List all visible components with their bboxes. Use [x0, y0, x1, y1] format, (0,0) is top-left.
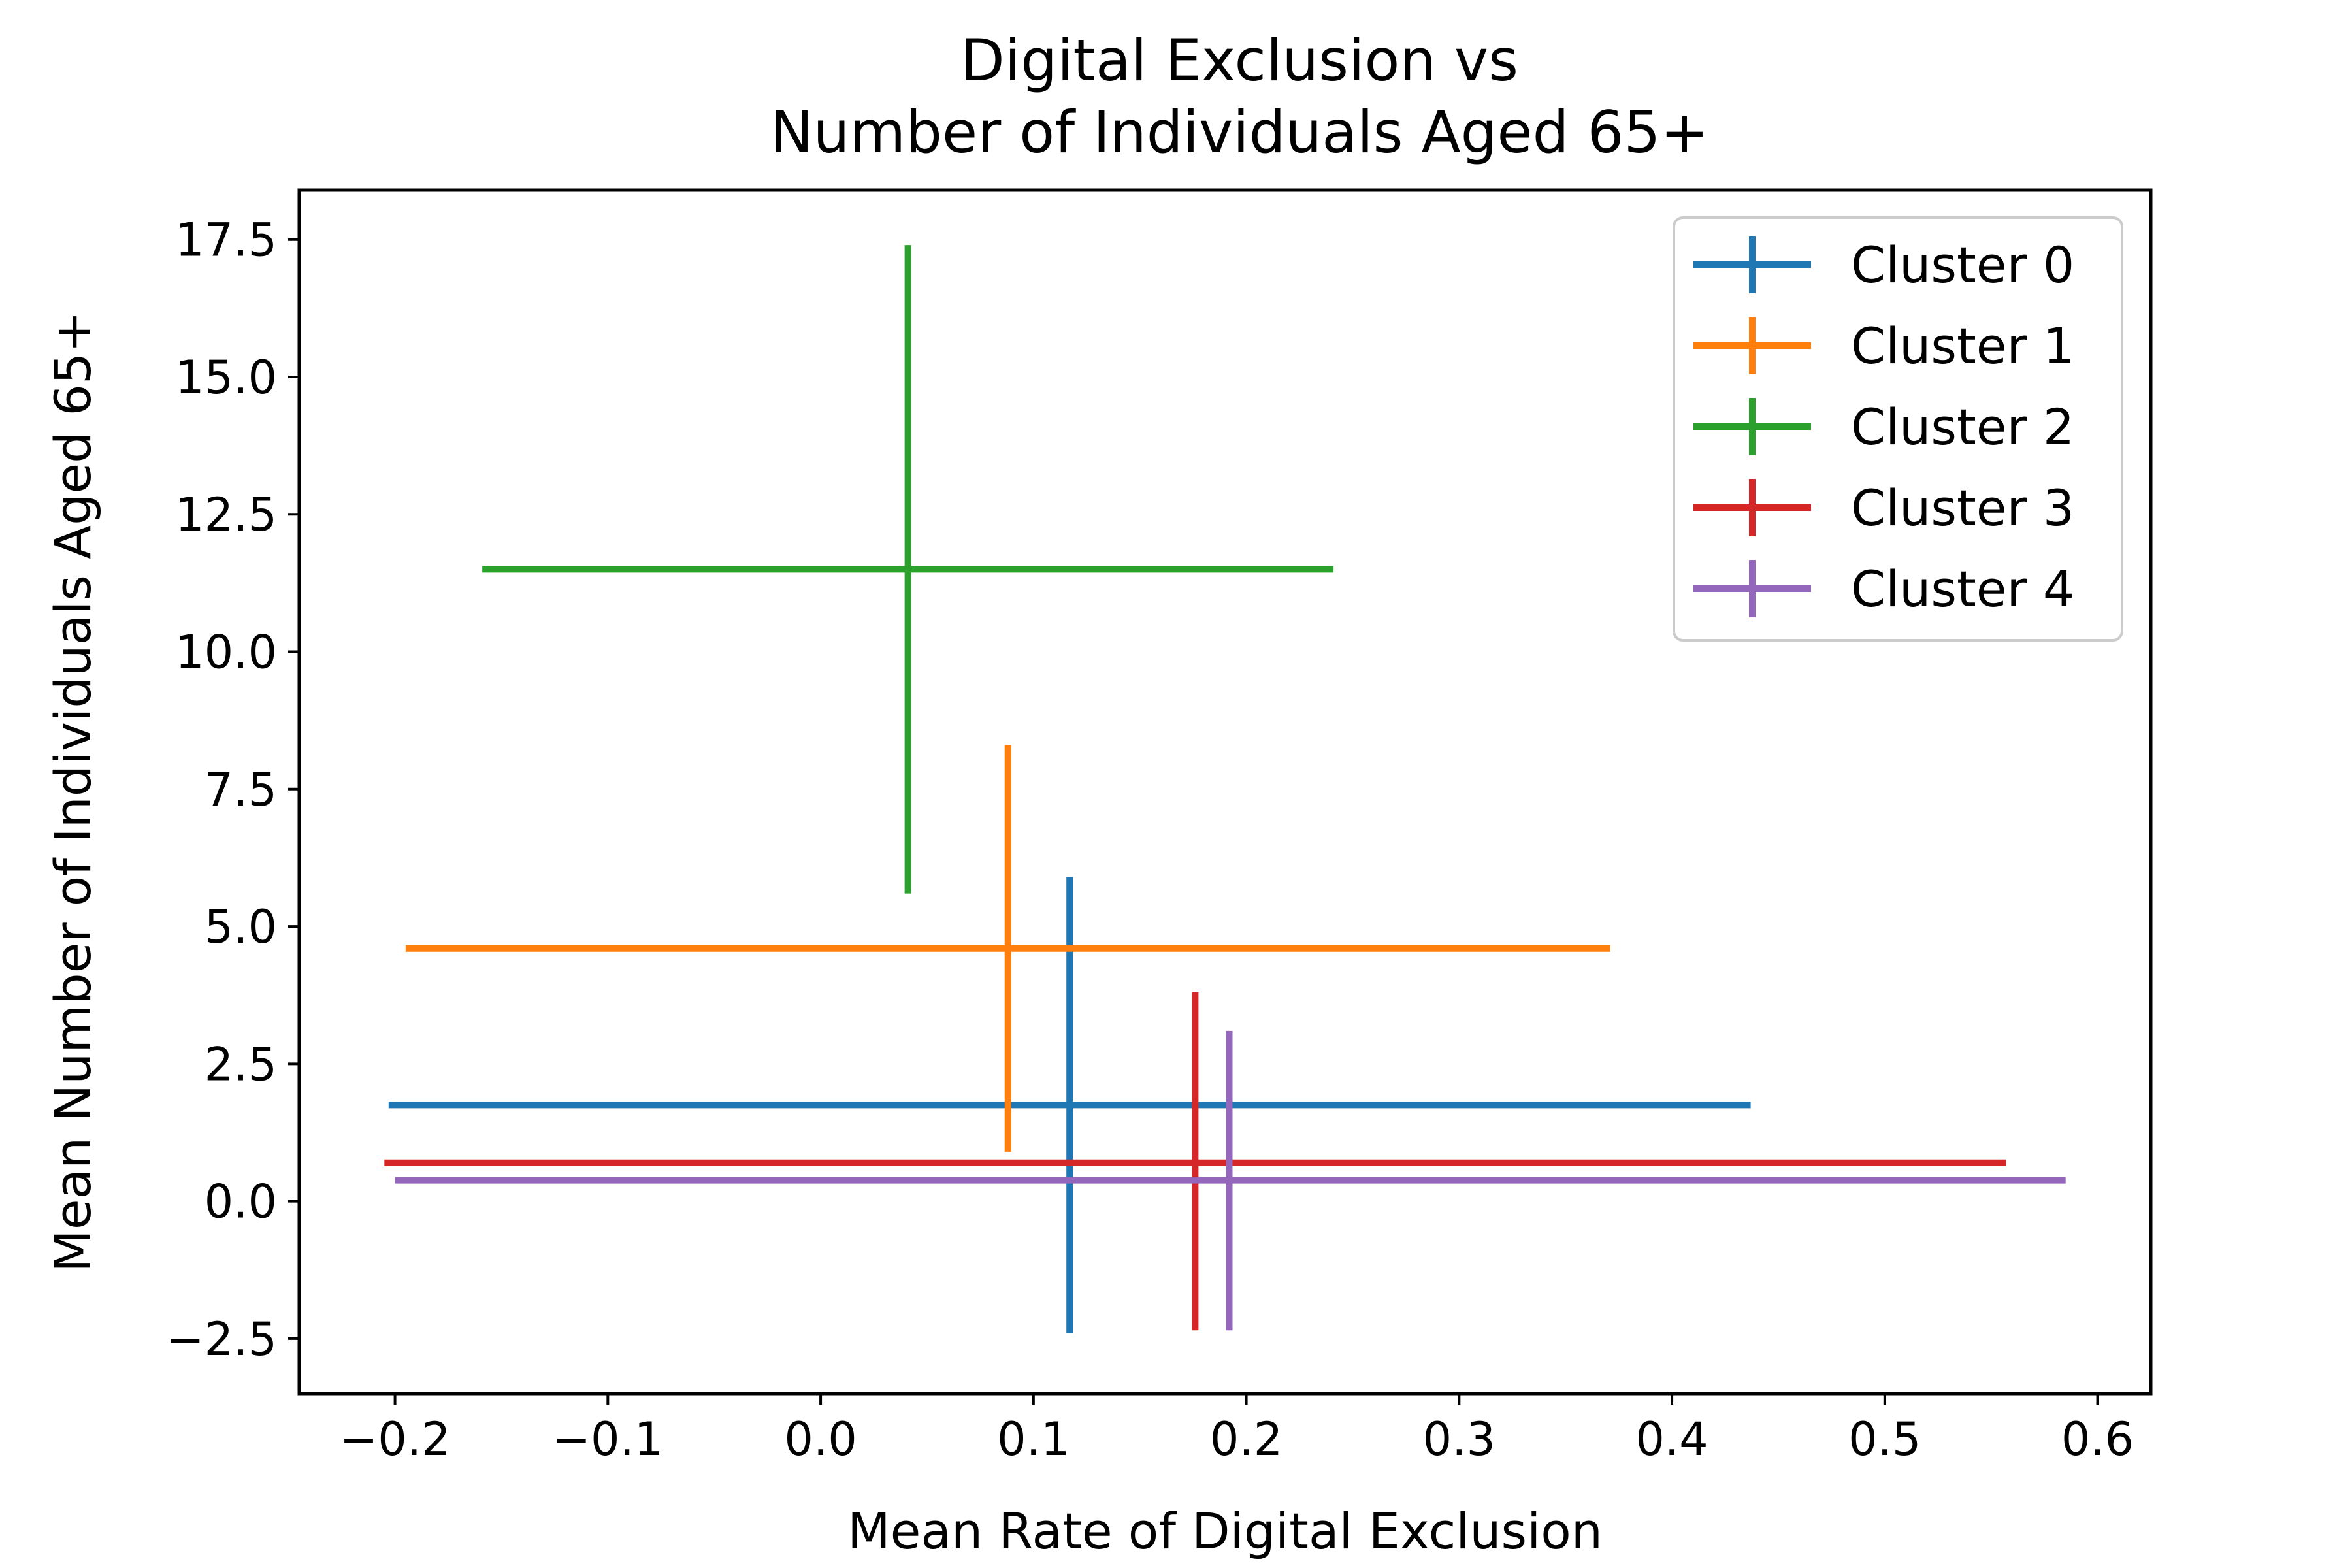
errorbar-cluster-4	[395, 1030, 2066, 1331]
legend-item: Cluster 1	[1693, 317, 2074, 375]
legend-box	[1673, 216, 2123, 642]
plot-area	[384, 245, 2066, 1333]
x-tick-label: 0.2	[1210, 1413, 1282, 1466]
x-tick-label: 0.5	[1848, 1413, 1921, 1466]
legend: Cluster 0 Cluster 1 Cluster 2 Cluster 3 Clus…	[1673, 216, 2123, 642]
y-tick-label: 10.0	[175, 626, 277, 679]
errorbar-cluster-2	[482, 245, 1334, 894]
legend-label: Cluster 3	[1851, 479, 2074, 537]
legend-label: Cluster 2	[1851, 398, 2074, 456]
errorbar-cluster-3	[384, 992, 2006, 1331]
errorbar-cluster-0	[388, 877, 1751, 1333]
y-tick-label: 2.5	[204, 1037, 277, 1091]
y-tick-label: 17.5	[175, 214, 277, 267]
y-tick-label: 5.0	[204, 900, 277, 954]
legend-label: Cluster 4	[1851, 560, 2074, 618]
y-tick-label: 15.0	[175, 351, 277, 404]
legend-item: Cluster 4	[1693, 560, 2074, 618]
x-tick-label: −0.2	[340, 1413, 451, 1466]
y-tick-label: 7.5	[204, 763, 277, 817]
x-axis: −0.2 −0.1 0.0 0.1 0.2 0.3 0.4 0.5 0.6	[340, 1394, 2134, 1466]
x-axis-label: Mean Rate of Digital Exclusion	[847, 1502, 1603, 1560]
x-tick-label: 0.0	[784, 1413, 857, 1466]
y-tick-label: −2.5	[166, 1313, 277, 1366]
chart-title-line-1: Digital Exclusion vs	[960, 27, 1518, 94]
y-tick-label: 12.5	[175, 488, 277, 542]
legend-label: Cluster 1	[1851, 317, 2074, 375]
x-tick-label: 0.3	[1423, 1413, 1495, 1466]
legend-label: Cluster 0	[1851, 236, 2074, 294]
y-tick-label: 0.0	[204, 1175, 277, 1229]
chart-title-line-2: Number of Individuals Aged 65+	[770, 99, 1708, 166]
y-axis: −2.5 0.0 2.5 5.0 7.5 10.0 12.5 15.0 17.5	[166, 214, 299, 1366]
x-tick-label: 0.1	[997, 1413, 1070, 1466]
errorbar-cluster-1	[405, 745, 1610, 1152]
x-tick-label: 0.4	[1635, 1413, 1708, 1466]
legend-item: Cluster 3	[1693, 479, 2074, 537]
x-tick-label: −0.1	[552, 1413, 663, 1466]
plot-frame	[297, 188, 2153, 1396]
legend-item: Cluster 2	[1693, 398, 2074, 456]
legend-item: Cluster 0	[1693, 236, 2074, 294]
x-tick-label: 0.6	[2061, 1413, 2134, 1466]
y-axis-label: Mean Number of Individuals Aged 65+	[44, 311, 102, 1273]
